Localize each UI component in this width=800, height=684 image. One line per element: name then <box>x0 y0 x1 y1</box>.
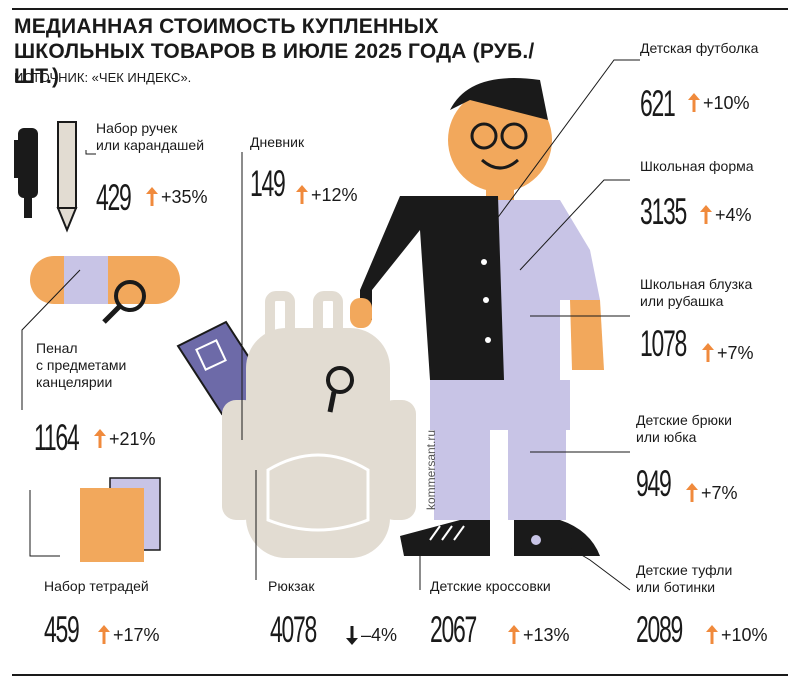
item-label: Детские кроссовки <box>430 578 551 595</box>
arrow-up-icon <box>706 625 718 644</box>
item-change: +35% <box>146 186 208 208</box>
item-change: –4% <box>346 624 397 646</box>
item-change: +4% <box>700 204 752 226</box>
item-label-line: канцелярии <box>36 374 113 390</box>
arrow-up-icon <box>508 625 520 644</box>
item-label: Рюкзак <box>268 578 314 595</box>
item-label: Дневник <box>250 134 304 151</box>
watermark: kommersant.ru <box>424 429 438 510</box>
item-change-text: –4% <box>361 625 398 645</box>
arrow-up-icon <box>702 343 714 362</box>
arrow-down-icon <box>346 626 358 645</box>
item-change-text: +10% <box>703 93 750 113</box>
arrow-up-icon <box>686 483 698 502</box>
item-change-text: +7% <box>701 483 738 503</box>
item-price: 4078 <box>270 609 317 650</box>
item-label-line: Детские брюки <box>636 412 732 428</box>
item-label: Набор ручек или карандашей <box>96 120 204 154</box>
source-note: ИСТОЧНИК: «ЧЕК ИНДЕКС». <box>14 70 192 85</box>
pens-icon <box>14 121 78 233</box>
leader-lines <box>21 59 640 591</box>
item-price: 1164 <box>34 417 80 458</box>
arrow-up-icon <box>688 93 700 112</box>
item-label-line: Набор тетрадей <box>44 578 149 594</box>
item-change: +7% <box>686 482 738 504</box>
item-change: +21% <box>94 428 156 450</box>
item-label-line: Пенал <box>36 340 78 356</box>
item-price: 949 <box>636 463 672 504</box>
item-label-line: или карандашей <box>96 137 205 153</box>
item-label-line: Детские туфли <box>636 562 733 578</box>
item-price: 459 <box>44 609 80 650</box>
top-rule <box>12 8 788 10</box>
item-change-text: +35% <box>161 187 208 207</box>
item-label-line: Детская футболка <box>640 40 759 56</box>
item-label-line: или рубашка <box>640 293 724 309</box>
item-price: 149 <box>250 163 286 204</box>
item-price: 621 <box>640 83 676 124</box>
item-change-text: +12% <box>311 185 358 205</box>
item-change-text: +17% <box>113 625 160 645</box>
item-label-line: или ботинки <box>636 579 716 595</box>
item-label: Школьная форма <box>640 158 754 175</box>
item-label: Пенал с предметами канцелярии <box>36 340 126 391</box>
item-label-line: Детские кроссовки <box>430 578 551 594</box>
bottom-rule <box>12 674 788 676</box>
item-change-text: +4% <box>715 205 752 225</box>
item-label-line: с предметами <box>36 357 127 373</box>
item-change: +13% <box>508 624 570 646</box>
item-price: 1078 <box>640 323 687 364</box>
item-change-text: +10% <box>721 625 768 645</box>
item-label: Набор тетрадей <box>44 578 149 595</box>
item-label-line: Набор ручек <box>96 120 178 136</box>
item-price: 2067 <box>430 609 477 650</box>
arrow-up-icon <box>98 625 110 644</box>
arrow-up-icon <box>700 205 712 224</box>
item-change: +12% <box>296 184 358 206</box>
arrow-up-icon <box>296 185 308 204</box>
item-change: +10% <box>706 624 768 646</box>
item-price: 3135 <box>640 191 687 232</box>
item-label-line: Рюкзак <box>268 578 315 594</box>
item-label-line: или юбка <box>636 429 697 445</box>
item-change: +7% <box>702 342 754 364</box>
arrow-up-icon <box>146 187 158 206</box>
arrow-up-icon <box>94 429 106 448</box>
item-price: 429 <box>96 177 132 218</box>
pencil-case-icon <box>30 256 180 324</box>
notebooks-icon <box>80 477 161 562</box>
backpack-icon <box>222 291 416 558</box>
item-change: +10% <box>688 92 750 114</box>
item-change-text: +7% <box>717 343 754 363</box>
chart-title: МЕДИАННАЯ СТОИМОСТЬ КУПЛЕННЫХ ШКОЛЬНЫХ Т… <box>14 15 535 88</box>
item-label-line: Школьная форма <box>640 158 754 174</box>
item-label: Детская футболка <box>640 40 758 57</box>
item-change-text: +21% <box>109 429 156 449</box>
item-label-line: Дневник <box>250 134 305 150</box>
item-label: Школьная блузка или рубашка <box>640 276 752 310</box>
item-price: 2089 <box>636 609 683 650</box>
kid-icon <box>350 78 604 556</box>
item-change: +17% <box>98 624 160 646</box>
item-label-line: Школьная блузка <box>640 276 753 292</box>
item-label: Детские брюки или юбка <box>636 412 732 446</box>
item-label: Детские туфли или ботинки <box>636 562 732 596</box>
item-change-text: +13% <box>523 625 570 645</box>
